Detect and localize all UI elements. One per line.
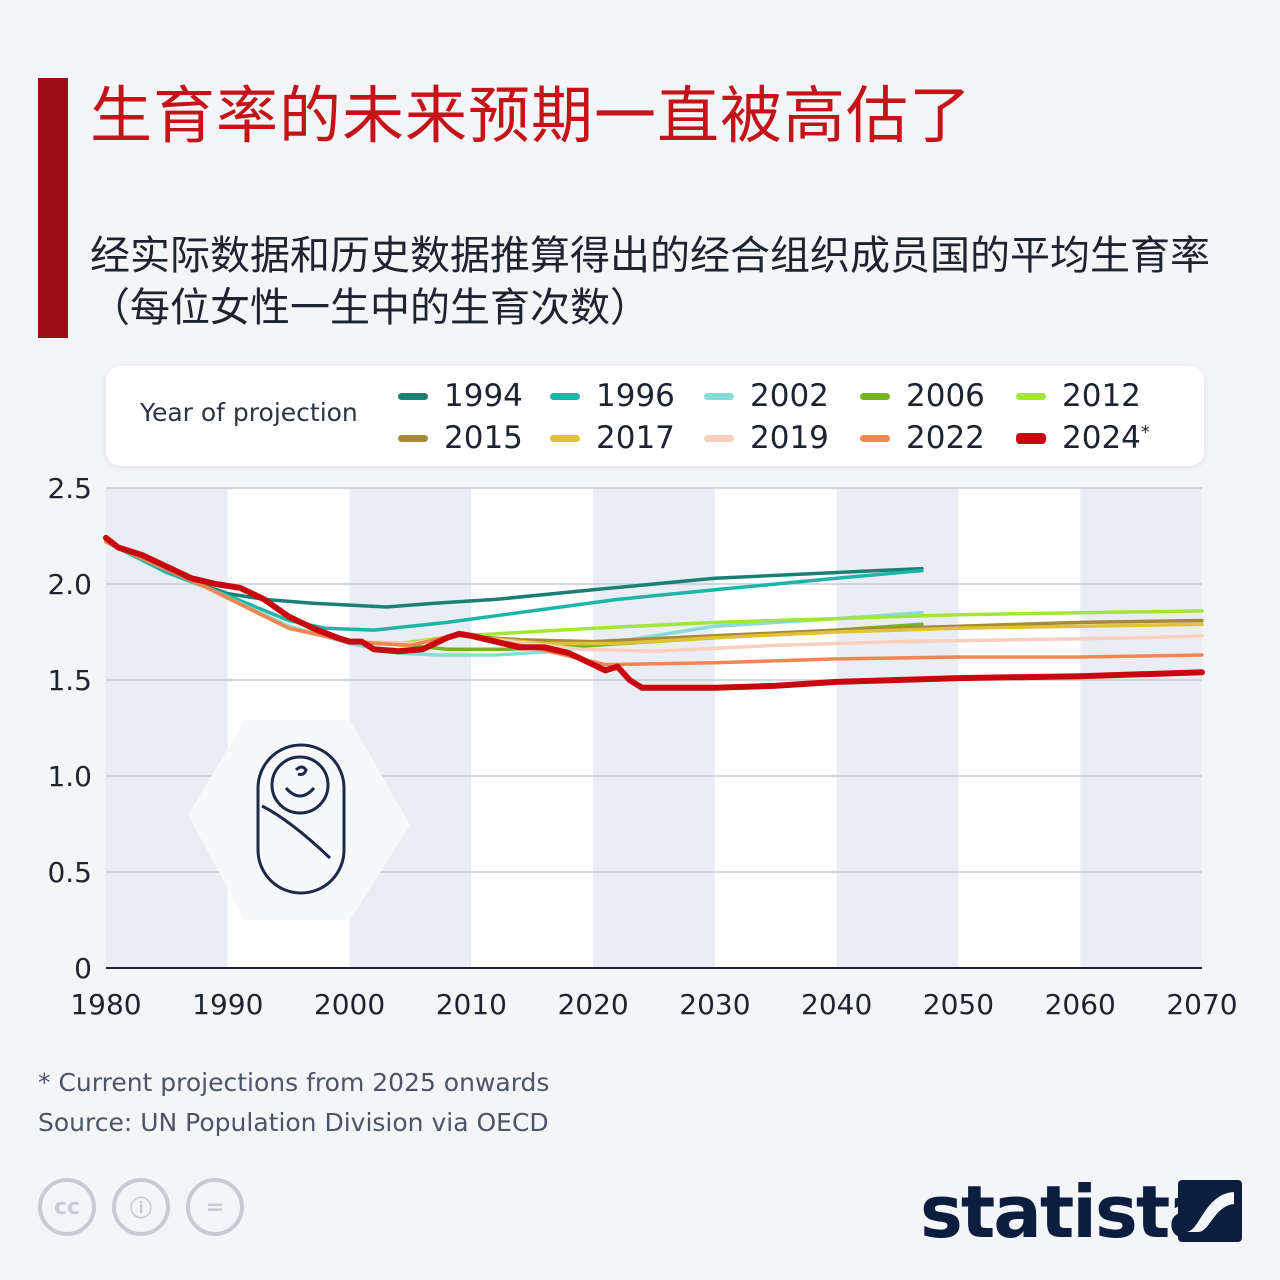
footnote: * Current projections from 2025 onwards: [38, 1068, 549, 1097]
x-tick-label: 2000: [314, 988, 385, 1021]
legend-label: 2012: [1062, 378, 1141, 414]
y-tick-label: 1.5: [47, 664, 92, 697]
chart-subtitle: 经实际数据和历史数据推算得出的经合组织成员国的平均生育率（每位女性一生中的生育次…: [90, 230, 1250, 334]
x-tick-label: 2030: [679, 988, 750, 1021]
x-tick-label: 2070: [1166, 988, 1237, 1021]
line-chart: 0 0.5 1.0 1.5 2.0 2.5 1980 1990 2000 2010 2020 2030…: [0, 470, 1280, 1030]
legend-item-2022[interactable]: 2022: [860, 421, 985, 455]
decade-band: [715, 488, 837, 968]
x-tick-label: 2010: [436, 988, 507, 1021]
source-note: Source: UN Population Division via OECD: [38, 1108, 549, 1137]
legend-swatch: [550, 393, 580, 400]
legend-swatch: [704, 435, 734, 442]
legend-item-1994[interactable]: 1994: [398, 379, 523, 413]
legend-label: 2002: [750, 378, 829, 414]
legend-label: 2006: [906, 378, 985, 414]
decade-band: [471, 488, 593, 968]
chart-title: 生育率的未来预期一直被高估了: [90, 78, 1260, 154]
legend-label: 2024*: [1062, 420, 1150, 456]
x-tick-label: 1980: [70, 988, 141, 1021]
legend-swatch: [704, 393, 734, 400]
creative-commons-icon[interactable]: cc: [38, 1178, 96, 1236]
decade-band: [958, 488, 1080, 968]
y-tick-label: 0.5: [47, 856, 92, 889]
legend-swatch: [860, 435, 890, 442]
license-icons: cc ⓘ =: [38, 1178, 244, 1236]
legend-superscript: *: [1141, 422, 1150, 443]
legend-item-2015[interactable]: 2015: [398, 421, 523, 455]
legend-swatch: [398, 435, 428, 442]
no-derivatives-icon[interactable]: =: [186, 1178, 244, 1236]
legend-swatch: [1016, 433, 1046, 444]
y-tick-label: 1.0: [47, 760, 92, 793]
legend-label: 1996: [596, 378, 675, 414]
legend-label: 2017: [596, 420, 675, 456]
legend-item-2006[interactable]: 2006: [860, 379, 985, 413]
statista-logo[interactable]: statista: [920, 1170, 1215, 1254]
legend-swatch: [398, 393, 428, 400]
attribution-icon[interactable]: ⓘ: [112, 1178, 170, 1236]
legend-item-2012[interactable]: 2012: [1016, 379, 1141, 413]
x-tick-label: 2020: [557, 988, 628, 1021]
legend-item-2019[interactable]: 2019: [704, 421, 829, 455]
legend-item-2024[interactable]: 2024*: [1016, 421, 1150, 455]
legend-item-2017[interactable]: 2017: [550, 421, 675, 455]
legend-swatch: [860, 393, 890, 400]
legend-swatch: [550, 435, 580, 442]
legend: Year of projection 1994 1996 2002 2006 2012 2…: [106, 366, 1204, 466]
x-tick-label: 2060: [1045, 988, 1116, 1021]
legend-item-1996[interactable]: 1996: [550, 379, 675, 413]
y-tick-label: 2.0: [47, 568, 92, 601]
legend-label: 2019: [750, 420, 829, 456]
y-tick-label: 2.5: [47, 472, 92, 505]
statista-logo-icon: [1178, 1180, 1242, 1242]
legend-label: 2015: [444, 420, 523, 456]
legend-label: 1994: [444, 378, 523, 414]
legend-swatch: [1016, 393, 1046, 400]
x-tick-label: 1990: [192, 988, 263, 1021]
legend-label: 2022: [906, 420, 985, 456]
legend-title: Year of projection: [140, 398, 358, 427]
title-accent-bar: [38, 78, 68, 338]
legend-item-2002[interactable]: 2002: [704, 379, 829, 413]
y-tick-label: 0: [74, 952, 92, 985]
x-tick-label: 2050: [923, 988, 994, 1021]
x-tick-label: 2040: [801, 988, 872, 1021]
